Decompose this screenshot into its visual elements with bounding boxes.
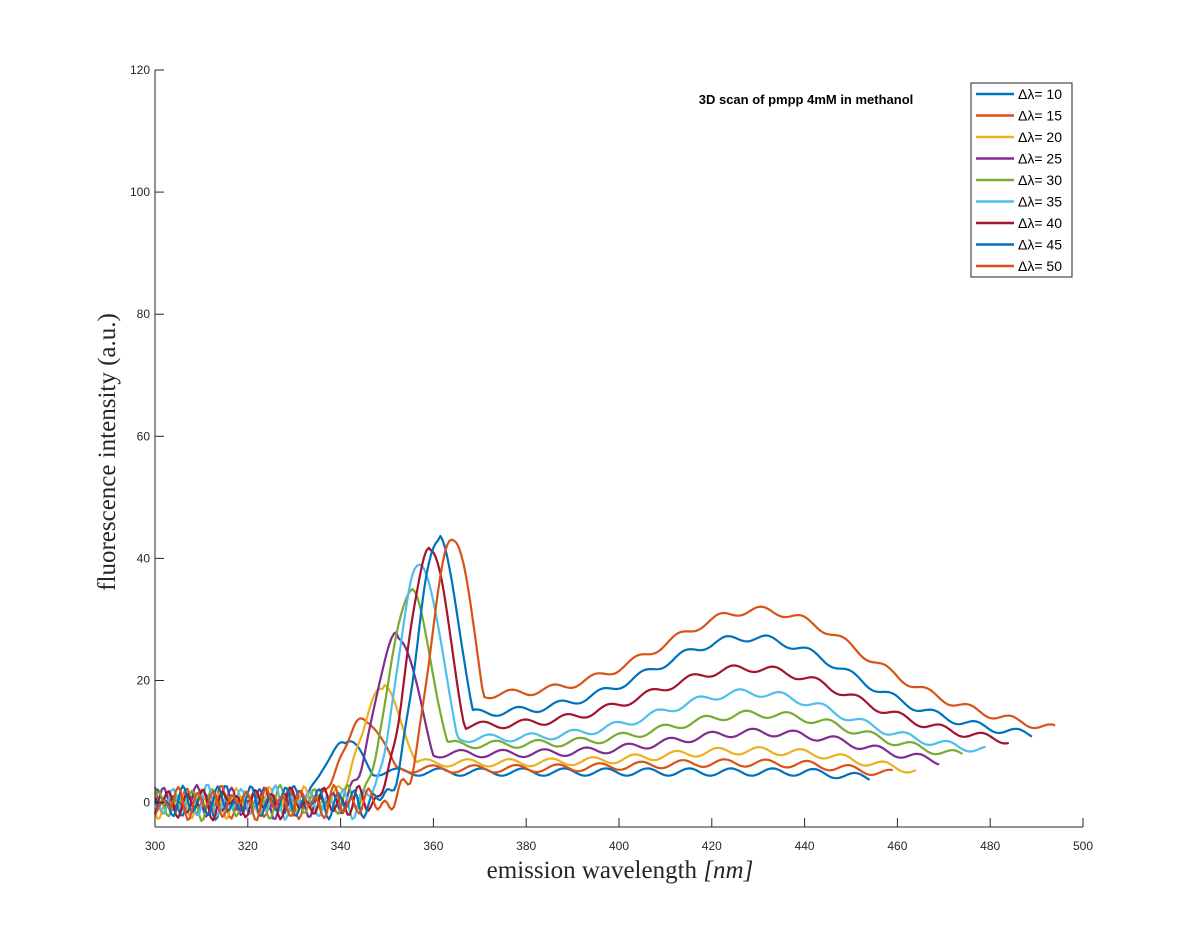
x-axis-label: emission wavelength [nm] xyxy=(487,857,754,884)
x-tick-label: 420 xyxy=(702,839,722,853)
x-tick-label: 320 xyxy=(238,839,258,853)
legend-items: Δλ= 10 Δλ= 15 Δλ= 20 Δλ= 25 Δλ= 30 Δλ= 35 Δλ= … xyxy=(976,86,1062,274)
y-tick-label: 40 xyxy=(137,551,151,565)
x-ticks: 300 320 340 360 380 400 420 440 460 480 500 xyxy=(145,818,1093,853)
x-tick-label: 440 xyxy=(795,839,815,853)
y-tick-label: 120 xyxy=(130,63,150,77)
series-line xyxy=(153,631,940,820)
legend-label: Δλ= 10 xyxy=(1018,86,1062,102)
legend-label: Δλ= 15 xyxy=(1018,108,1062,124)
x-tick-label: 300 xyxy=(145,839,165,853)
x-tick-label: 460 xyxy=(887,839,907,853)
x-tick-label: 380 xyxy=(516,839,536,853)
legend-label: Δλ= 35 xyxy=(1018,194,1062,210)
y-ticks: 0 20 40 60 80 100 120 xyxy=(130,63,164,810)
chart-title: 3D scan of pmpp 4mM in methanol xyxy=(699,92,914,107)
x-tick-label: 340 xyxy=(331,839,351,853)
x-tick-label: 360 xyxy=(423,839,443,853)
x-axis-label-text: emission wavelength xyxy=(487,857,704,884)
x-axis-label-unit: [nm] xyxy=(703,857,753,884)
x-tick-label: 500 xyxy=(1073,839,1093,853)
y-tick-label: 60 xyxy=(137,429,151,443)
legend-label: Δλ= 30 xyxy=(1018,172,1062,188)
series-line xyxy=(154,538,1056,822)
x-tick-label: 400 xyxy=(609,839,629,853)
series-line xyxy=(154,534,1033,821)
y-tick-label: 20 xyxy=(137,673,151,687)
axes-layer xyxy=(154,70,1083,828)
legend-label: Δλ= 40 xyxy=(1018,215,1062,231)
legend-label: Δλ= 20 xyxy=(1018,129,1062,145)
legend: Δλ= 10 Δλ= 15 Δλ= 20 Δλ= 25 Δλ= 30 Δλ= 35 Δλ= … xyxy=(970,82,1073,278)
legend-label: Δλ= 45 xyxy=(1018,237,1062,253)
y-tick-label: 80 xyxy=(137,307,151,321)
x-tick-label: 480 xyxy=(980,839,1000,853)
legend-label: Δλ= 50 xyxy=(1018,258,1062,274)
series-layer xyxy=(153,534,1056,823)
y-tick-label: 100 xyxy=(130,185,150,199)
y-axis-label: fluorescence intensity (a.u.) xyxy=(94,313,121,591)
y-tick-label: 0 xyxy=(143,796,150,810)
legend-label: Δλ= 25 xyxy=(1018,151,1062,167)
series-line xyxy=(154,563,986,821)
series-line xyxy=(154,546,1010,822)
